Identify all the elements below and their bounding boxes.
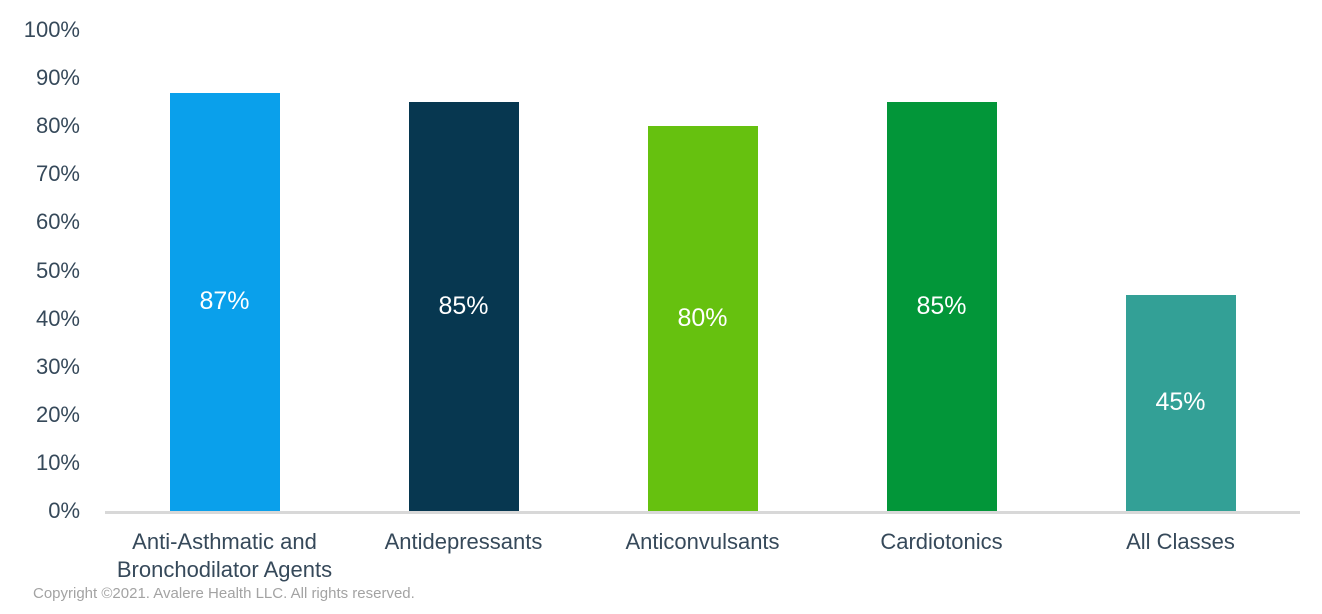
bar-value-label: 85% — [916, 292, 967, 321]
bar: 45% — [1125, 294, 1236, 511]
y-axis-tick-label: 0% — [48, 498, 80, 523]
x-axis-category-label: All Classes — [1126, 529, 1235, 554]
bar: 85% — [408, 102, 519, 511]
x-axis-category-label: Anticonvulsants — [625, 529, 780, 554]
bar-value-label: 80% — [677, 304, 728, 333]
y-axis-tick-label: 100% — [23, 17, 80, 42]
copyright-text: Copyright ©2021. Avalere Health LLC. All… — [33, 585, 415, 602]
y-axis-tick-label: 20% — [35, 401, 80, 427]
x-axis-category-label: Cardiotonics — [880, 529, 1003, 554]
y-axis-tick-label: 70% — [35, 161, 80, 187]
y-axis-tick-label: 80% — [35, 113, 80, 139]
y-axis-tick-label: 30% — [35, 353, 80, 379]
y-axis-tick-label: 40% — [35, 305, 80, 331]
bar: 85% — [886, 102, 997, 511]
bar-value-label: 87% — [199, 287, 250, 316]
x-axis-category-label: Anti-Asthmatic and Bronchodilator Agents — [116, 529, 333, 582]
y-axis-tick-label: 90% — [35, 65, 80, 91]
bar: 87% — [169, 92, 280, 511]
bar-value-label: 85% — [438, 292, 489, 321]
y-axis-tick-label: 10% — [35, 449, 80, 475]
y-axis-tick-label: 50% — [35, 257, 80, 283]
y-axis-tick-label: 60% — [35, 209, 80, 235]
x-axis-category-label: Antidepressants — [384, 529, 543, 554]
x-axis-line — [105, 511, 1300, 514]
bar: 80% — [647, 126, 758, 511]
bar-value-label: 45% — [1155, 388, 1206, 417]
